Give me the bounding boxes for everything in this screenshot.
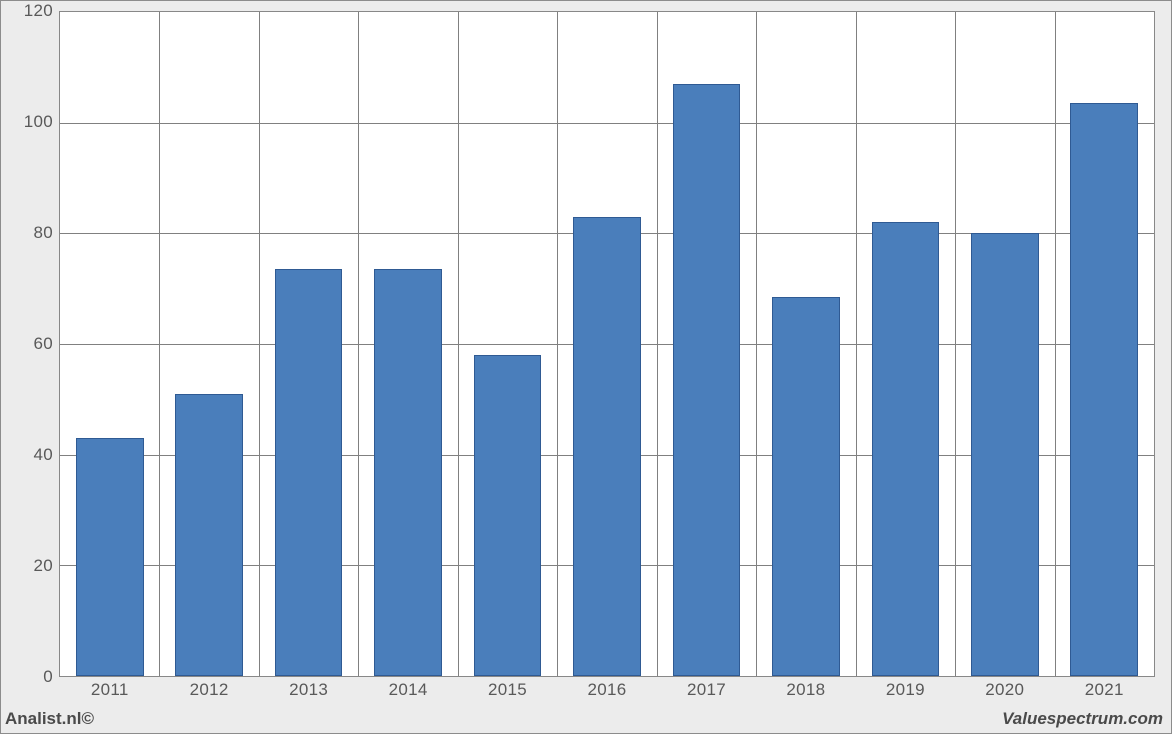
x-axis-label: 2020 [985, 680, 1024, 700]
x-axis-label: 2013 [289, 680, 328, 700]
gridline-v [358, 12, 359, 676]
bar-2011 [76, 438, 144, 676]
credit-right: Valuespectrum.com [1002, 709, 1163, 729]
chart-frame: 2011201220132014201520162017201820192020… [0, 0, 1172, 734]
bar-2015 [474, 355, 542, 676]
bar-2021 [1070, 103, 1138, 676]
bar-2016 [573, 217, 641, 676]
gridline-v [159, 12, 160, 676]
plot-area: 2011201220132014201520162017201820192020… [59, 11, 1155, 677]
x-axis-label: 2016 [587, 680, 626, 700]
gridline-v [657, 12, 658, 676]
x-axis-label: 2015 [488, 680, 527, 700]
bar-2017 [673, 84, 741, 676]
x-axis-label: 2011 [91, 680, 129, 700]
bar-2020 [971, 233, 1039, 676]
y-axis-label: 120 [11, 1, 53, 21]
y-axis-label: 20 [11, 556, 53, 576]
bar-2012 [175, 394, 243, 676]
gridline-v [557, 12, 558, 676]
x-axis-label: 2018 [786, 680, 825, 700]
bar-2013 [275, 269, 343, 676]
bar-2014 [374, 269, 442, 676]
x-axis-label: 2012 [190, 680, 229, 700]
x-axis-label: 2017 [687, 680, 726, 700]
gridline-h [60, 123, 1154, 124]
x-axis-label: 2019 [886, 680, 925, 700]
gridline-v [458, 12, 459, 676]
y-axis-label: 100 [11, 112, 53, 132]
gridline-v [856, 12, 857, 676]
bar-2018 [772, 297, 840, 676]
gridline-v [756, 12, 757, 676]
plot-wrap: 2011201220132014201520162017201820192020… [11, 7, 1161, 705]
bar-2019 [872, 222, 940, 676]
y-axis-label: 0 [11, 667, 53, 687]
gridline-v [1055, 12, 1056, 676]
credit-left: Analist.nl© [5, 709, 94, 729]
x-axis-label: 2014 [389, 680, 428, 700]
gridline-v [259, 12, 260, 676]
y-axis-label: 80 [11, 223, 53, 243]
x-axis-label: 2021 [1085, 680, 1124, 700]
y-axis-label: 60 [11, 334, 53, 354]
y-axis-label: 40 [11, 445, 53, 465]
gridline-v [955, 12, 956, 676]
